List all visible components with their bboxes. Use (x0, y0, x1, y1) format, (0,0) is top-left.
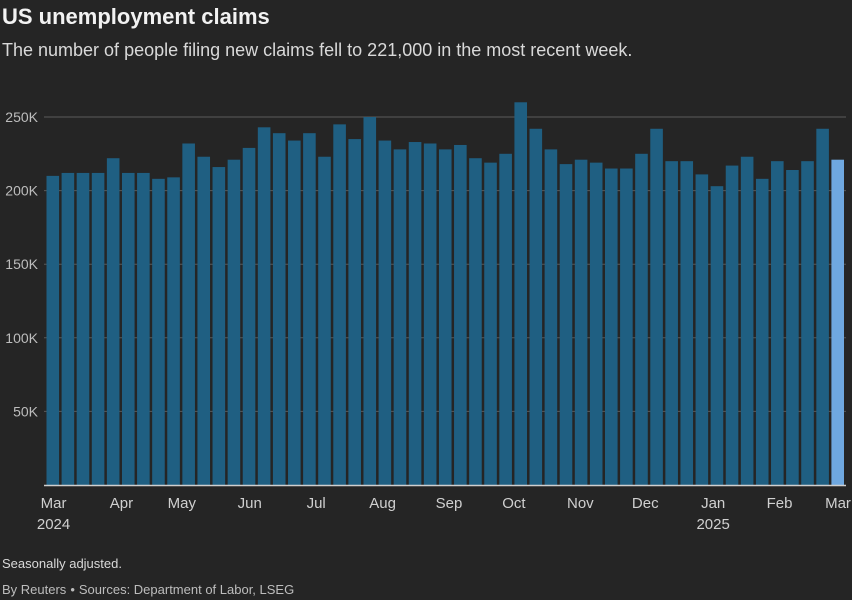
bar (288, 140, 301, 485)
bar (529, 128, 543, 485)
bar (499, 153, 512, 486)
x-tick-label: Mar (41, 495, 67, 512)
bar (212, 167, 226, 485)
chart-title: US unemployment claims (2, 4, 270, 29)
bar (680, 161, 694, 485)
bar (801, 161, 814, 485)
bar (378, 140, 392, 485)
bar (91, 172, 105, 485)
bar (76, 172, 90, 485)
y-tick-label: 200K (5, 183, 38, 199)
bar (348, 139, 361, 485)
bar (121, 172, 135, 485)
bar (831, 159, 844, 486)
chart-subtitle: The number of people filing new claims f… (2, 40, 633, 60)
bar (710, 186, 724, 485)
x-tick-label: Jul (307, 495, 326, 512)
bar (272, 133, 286, 485)
x-tick-label: Sep (436, 495, 463, 512)
x-tick-label: Jan (701, 495, 725, 512)
bar (106, 158, 120, 485)
x-tick-label: May (168, 495, 197, 512)
bar (423, 143, 437, 485)
x-year-label: 2024 (37, 516, 70, 533)
source-line: By Reuters • Sources: Department of Labor,… (2, 582, 294, 597)
bar (197, 156, 211, 485)
bar (544, 149, 558, 485)
bar (408, 142, 422, 486)
bar (46, 175, 60, 485)
sources: Sources: Department of Labor, LSEG (78, 582, 295, 597)
bar-chart: 50K 100K 150K 200K 250K Mar Apr May Jun Jul Aug Sep… (5, 102, 851, 533)
y-tick-label: 100K (5, 330, 38, 346)
bar (182, 143, 195, 485)
bar (363, 117, 377, 485)
x-tick-label: Jun (238, 495, 262, 512)
bar (227, 159, 241, 486)
x-tick-label: Oct (502, 495, 526, 512)
bar (242, 147, 256, 486)
x-tick-label: Dec (632, 495, 659, 512)
bar (152, 178, 165, 485)
x-tick-label: Apr (110, 495, 133, 512)
bar (650, 128, 663, 485)
x-tick-label: Feb (767, 495, 793, 512)
bar (635, 153, 648, 486)
bar (695, 174, 709, 485)
y-tick-label: 150K (5, 256, 38, 272)
x-tick-label: Aug (369, 495, 396, 512)
x-year-label: 2025 (696, 516, 729, 533)
bar (137, 172, 150, 485)
bar (574, 159, 588, 486)
bar (303, 133, 316, 485)
bar (725, 165, 739, 485)
bar (393, 149, 407, 485)
bar (786, 169, 799, 485)
bar (755, 178, 769, 485)
bar (469, 158, 482, 485)
bar (318, 156, 331, 485)
bar (604, 168, 618, 485)
bar (333, 124, 346, 486)
bar (589, 162, 603, 485)
bar (257, 127, 271, 485)
bar (514, 102, 528, 485)
bar (484, 162, 497, 485)
y-tick-label: 250K (5, 109, 38, 125)
bar (438, 149, 452, 485)
bar (454, 144, 467, 485)
bar (167, 177, 180, 485)
x-tick-label: Mar (825, 495, 851, 512)
bar (740, 156, 754, 485)
bar (816, 128, 829, 485)
bar (771, 161, 784, 485)
bar (559, 164, 573, 485)
y-tick-label: 50K (13, 403, 39, 419)
byline: By Reuters (2, 582, 67, 597)
separator: • (70, 582, 75, 597)
bar (61, 172, 75, 485)
footnote: Seasonally adjusted. (2, 556, 122, 571)
bar (665, 161, 678, 485)
bar (620, 168, 633, 485)
x-tick-label: Nov (567, 495, 594, 512)
